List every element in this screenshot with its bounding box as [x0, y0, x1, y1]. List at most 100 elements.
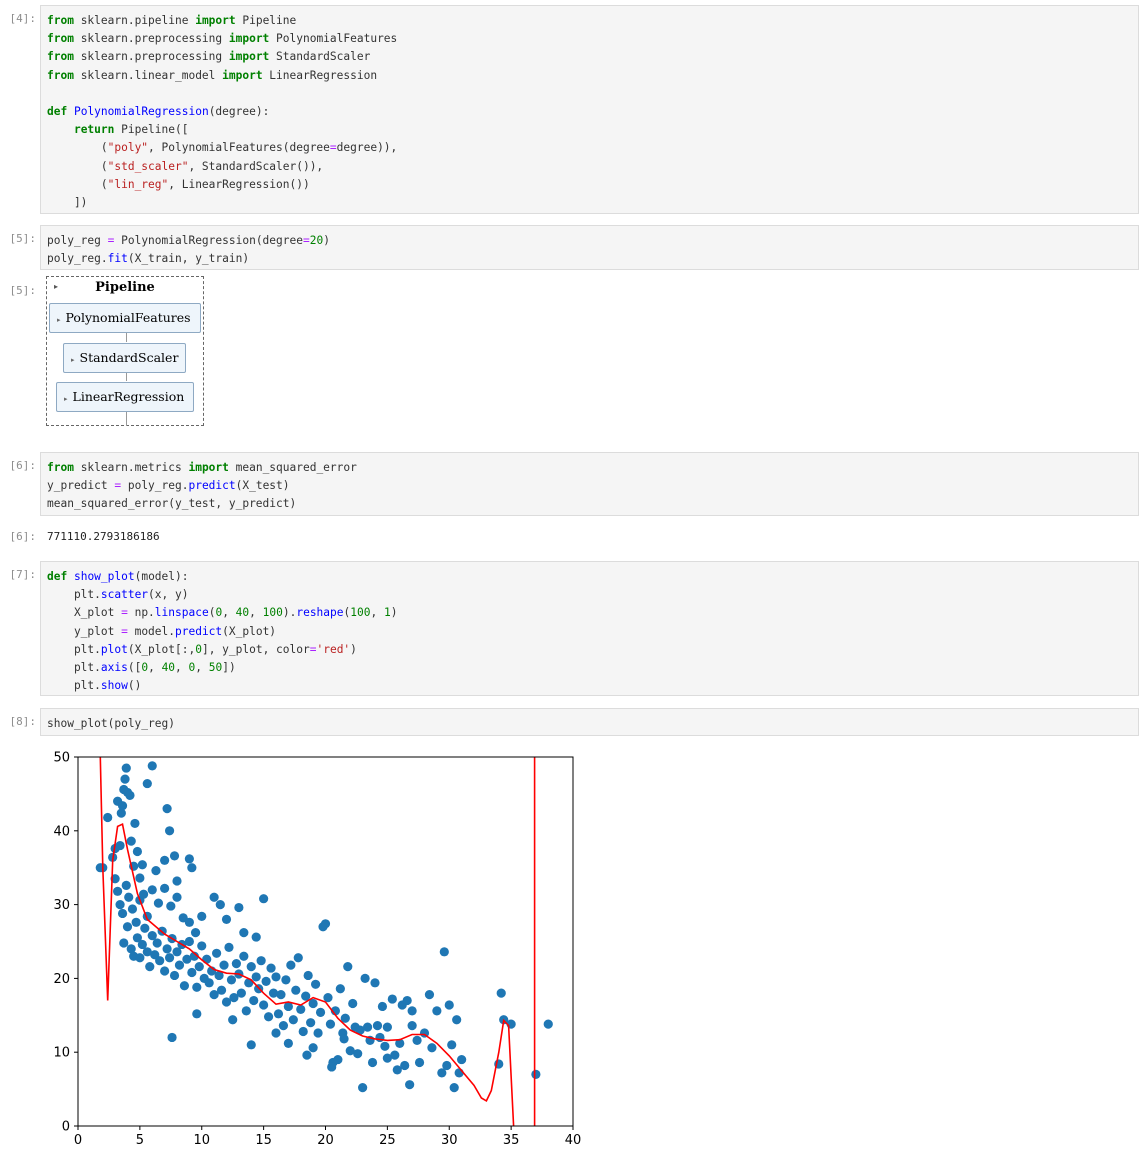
- scatter-point: [301, 991, 311, 1001]
- scatter-point: [121, 880, 131, 891]
- y-tick-label: 10: [53, 1046, 70, 1061]
- scatter-point: [215, 900, 225, 910]
- scatter-point: [323, 992, 333, 1003]
- scatter-point: [303, 970, 313, 981]
- pipeline-diagram: ▸ Pipeline ▸ PolynomialFeatures ▸ Standard…: [46, 276, 204, 426]
- scatter-point: [382, 1022, 392, 1032]
- scatter-point: [367, 1057, 378, 1068]
- scatter-point: [147, 761, 157, 771]
- scatter-point: [140, 923, 150, 933]
- pipeline-step-standardscaler[interactable]: ▸ StandardScaler: [63, 343, 186, 373]
- scatter-point: [266, 963, 276, 973]
- scatter-point: [306, 1018, 316, 1028]
- scatter-point: [543, 1019, 553, 1029]
- code-cell-5[interactable]: poly_reg = PolynomialRegression(degree=2…: [40, 225, 1139, 270]
- scatter-point: [251, 972, 261, 982]
- input-prompt-5: [5]:: [9, 232, 37, 245]
- code-cell-7[interactable]: def show_plot(model): plt.scatter(x, y) …: [40, 561, 1139, 696]
- scatter-point: [212, 948, 222, 958]
- scatter-point: [197, 941, 207, 951]
- scatter-point: [293, 953, 303, 963]
- scatter-point: [153, 898, 164, 908]
- scatter-point: [116, 808, 126, 818]
- scatter-point: [452, 1015, 462, 1025]
- scatter-point: [276, 990, 286, 1000]
- code-cell-6[interactable]: from sklearn.metrics import mean_squared…: [40, 452, 1139, 516]
- step-label: StandardScaler: [79, 350, 179, 365]
- scatter-point: [160, 883, 170, 893]
- scatter-point: [209, 990, 219, 1000]
- scatter-point: [229, 992, 239, 1003]
- scatter-point: [115, 900, 125, 910]
- scatter-point: [115, 840, 125, 851]
- scatter-point: [249, 995, 259, 1006]
- scatter-point: [174, 960, 185, 970]
- x-tick-label: 25: [379, 1133, 396, 1148]
- y-tick-label: 0: [62, 1120, 70, 1135]
- code-block-8: show_plot(poly_reg): [47, 717, 175, 730]
- plot-frame: [77, 756, 574, 1127]
- scatter-point: [311, 979, 321, 989]
- pipeline-title[interactable]: Pipeline: [95, 280, 155, 295]
- scatter-point: [296, 1004, 306, 1014]
- scatter-point: [339, 1034, 349, 1044]
- x-tick-label: 10: [193, 1133, 210, 1148]
- scatter-point: [209, 892, 219, 902]
- scatter-point: [444, 1000, 454, 1010]
- fit-line: [99, 757, 515, 1126]
- scatter-point: [427, 1043, 437, 1053]
- scatter-point: [271, 972, 281, 982]
- scatter-point: [152, 938, 162, 948]
- scatter-point: [166, 901, 176, 911]
- scatter-point: [219, 960, 229, 970]
- code-block-4: from sklearn.pipeline import Pipeline fr…: [47, 14, 398, 210]
- scatter-point: [137, 860, 147, 870]
- scatter-point: [151, 866, 161, 876]
- y-tick-label: 30: [53, 898, 70, 913]
- scatter-point: [414, 1057, 425, 1068]
- connector-line: [126, 373, 127, 381]
- scatter-point: [226, 975, 237, 985]
- x-tick-label: 15: [255, 1133, 272, 1148]
- code-cell-4[interactable]: from sklearn.pipeline import Pipeline fr…: [40, 5, 1139, 214]
- scatter-point: [127, 904, 138, 914]
- scatter-point: [358, 1083, 368, 1093]
- scatter-point: [327, 1062, 337, 1072]
- pipeline-step-polynomialfeatures[interactable]: ▸ PolynomialFeatures: [49, 303, 201, 333]
- input-prompt-4: [4]:: [9, 12, 37, 25]
- scatter-point: [355, 1025, 365, 1035]
- pipeline-toggle-icon[interactable]: ▸: [54, 282, 59, 291]
- scatter-point: [194, 961, 204, 972]
- y-tick-label: 40: [53, 824, 70, 839]
- scatter-point: [184, 936, 194, 947]
- output-prompt-6: [6]:: [9, 530, 37, 543]
- scatter-point: [392, 1065, 402, 1075]
- scatter-point: [407, 1021, 417, 1031]
- step-label: LinearRegression: [72, 389, 185, 404]
- scatter-point: [190, 928, 201, 938]
- scatter-point: [298, 1026, 308, 1037]
- scatter-point: [273, 1009, 284, 1019]
- scatter-point: [121, 763, 131, 773]
- scatter-point: [124, 892, 134, 902]
- scatter-point: [192, 1009, 202, 1019]
- scatter-point: [362, 1022, 373, 1032]
- scatter-point: [360, 973, 370, 983]
- scatter-point: [137, 939, 147, 950]
- scatter-point: [291, 985, 301, 995]
- pipeline-step-linearregression[interactable]: ▸ LinearRegression: [56, 382, 194, 412]
- scatter-point: [135, 953, 145, 963]
- x-tick-label: 20: [317, 1133, 334, 1148]
- scatter-point: [447, 1040, 457, 1050]
- scatter-point: [172, 947, 182, 957]
- input-prompt-7: [7]:: [9, 568, 37, 581]
- scatter-point: [382, 1053, 392, 1063]
- code-cell-8[interactable]: show_plot(poly_reg): [40, 708, 1139, 736]
- scatter-point: [187, 863, 197, 873]
- scatter-point: [454, 1068, 464, 1078]
- scatter-point: [117, 801, 128, 811]
- scatter-point: [126, 944, 136, 954]
- scatter-point: [187, 967, 197, 978]
- scatter-point: [164, 826, 175, 836]
- scatter-point: [197, 911, 207, 922]
